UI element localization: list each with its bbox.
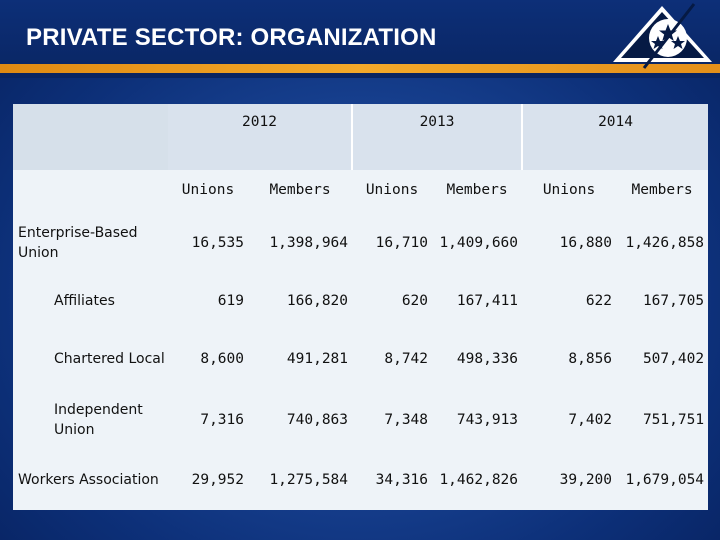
cell-value: 1,398,964: [269, 234, 349, 251]
triangle-stars-icon: [613, 3, 712, 69]
row-label: Enterprise-Based Union: [18, 224, 138, 261]
row-label: Chartered Local: [54, 350, 165, 367]
cell-value: 34,316: [375, 471, 429, 488]
corner-cell: [13, 104, 168, 170]
table-row: Workers Association 29,952 1,275,584 34,…: [13, 449, 708, 510]
table-row: Enterprise-Based Union 16,535 1,398,964 …: [13, 210, 708, 275]
cell-value: 1,679,054: [625, 471, 705, 488]
accent-stripe: [0, 64, 720, 73]
year-2012: 2012: [168, 104, 353, 170]
row-label: Affiliates: [54, 293, 115, 309]
cell-value: 16,710: [375, 234, 429, 251]
col-header-unions: Unions: [365, 182, 419, 198]
organization-table: 2012 2013 2014 Unions Members Unions Mem…: [13, 104, 709, 510]
divider-stripe: [0, 73, 720, 78]
cell-value: 8,856: [568, 350, 613, 367]
cell-value: 743,913: [456, 411, 519, 428]
cell-value: 16,535: [191, 234, 244, 251]
cell-value: 167,411: [456, 293, 519, 309]
col-header-members: Members: [631, 182, 693, 198]
cell-value: 16,880: [559, 234, 613, 251]
cell-value: 1,275,584: [269, 471, 349, 488]
table-row: Affiliates 619 166,820 620 167,411 622 1…: [13, 275, 708, 327]
row-label: Workers Association: [18, 471, 159, 488]
cell-value: 620: [401, 293, 429, 309]
cell-value: 166,820: [286, 293, 349, 309]
cell-value: 1,426,858: [625, 234, 705, 251]
table-row: Chartered Local 8,600 491,281 8,742 498,…: [13, 327, 708, 390]
cell-value: 7,348: [384, 411, 429, 428]
cell-value: 622: [585, 293, 613, 309]
blank-cell: [13, 170, 168, 210]
cell-value: 498,336: [456, 350, 519, 367]
col-header-members: Members: [446, 182, 508, 198]
col-header-unions: Unions: [181, 182, 235, 198]
cell-value: 491,281: [286, 350, 349, 367]
col-header-unions: Unions: [542, 182, 596, 198]
header-bar: [0, 0, 720, 64]
cell-value: 619: [217, 293, 244, 309]
cell-value: 167,705: [642, 293, 705, 309]
cell-value: 7,316: [200, 411, 244, 428]
cell-value: 39,200: [559, 471, 613, 488]
cell-value: 507,402: [642, 350, 705, 367]
table-row: Independent Union 7,316 740,863 7,348 74…: [13, 390, 708, 449]
year-2014: 2014: [521, 104, 709, 170]
cell-value: 740,863: [286, 411, 349, 428]
subheader-row: Unions Members Unions Members Unions Mem…: [13, 170, 708, 210]
year-2013: 2013: [351, 104, 523, 170]
cell-value: 8,600: [200, 350, 244, 367]
cell-value: 1,462,826: [439, 471, 519, 488]
cell-value: 751,751: [642, 411, 705, 428]
cell-value: 7,402: [568, 411, 613, 428]
page-title: PRIVATE SECTOR: ORGANIZATION: [26, 24, 437, 51]
col-header-members: Members: [269, 182, 331, 198]
data-table-panel: 2012 2013 2014 Unions Members Unions Mem…: [13, 104, 709, 510]
row-label: Independent Union: [54, 401, 143, 438]
cell-value: 29,952: [191, 471, 244, 488]
year-header-row: 2012 2013 2014: [13, 104, 709, 170]
cell-value: 8,742: [384, 350, 429, 367]
cell-value: 1,409,660: [439, 234, 519, 251]
